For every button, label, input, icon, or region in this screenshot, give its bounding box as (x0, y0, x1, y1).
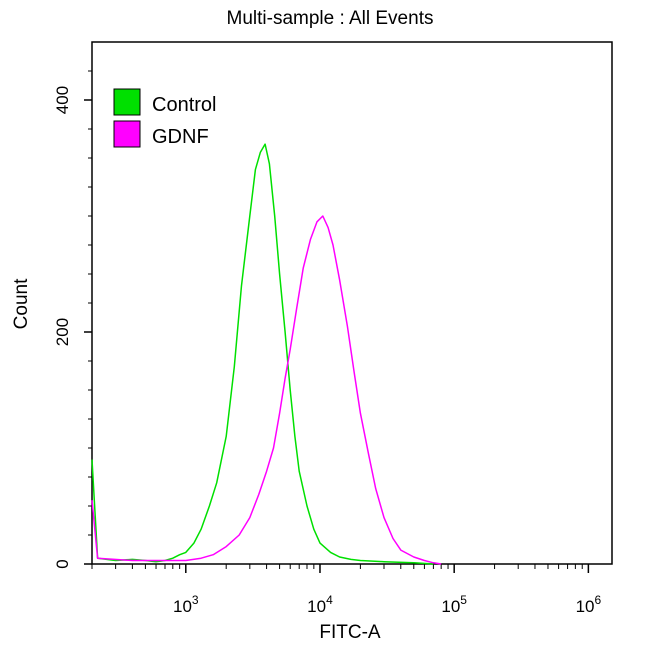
plot-frame (91, 41, 613, 565)
x-axis-label: FITC-A (319, 622, 381, 643)
y-axis: 0 200 400 (53, 70, 92, 569)
y-axis-label: Count (11, 278, 32, 329)
legend: Control GDNF (113, 88, 216, 148)
legend-label-control: Control (152, 94, 216, 116)
legend-swatch-gdnf (113, 120, 141, 148)
y-tick-label: 0 (53, 559, 72, 568)
x-tick-label: 103 (173, 593, 199, 616)
y-tick-label: 200 (53, 318, 72, 346)
legend-label-gdnf: GDNF (152, 126, 209, 148)
legend-swatch-control (113, 88, 141, 116)
series-line-gdnf (91, 215, 442, 565)
series-layer (91, 143, 442, 565)
y-tick-label: 400 (53, 86, 72, 114)
chart-title: Multi-sample : All Events (227, 8, 434, 29)
x-axis: 103 104 105 106 (91, 564, 602, 616)
series-line-control (91, 143, 434, 565)
x-tick-label: 106 (576, 593, 602, 616)
x-tick-label: 105 (441, 593, 467, 616)
x-tick-label: 104 (307, 593, 333, 616)
